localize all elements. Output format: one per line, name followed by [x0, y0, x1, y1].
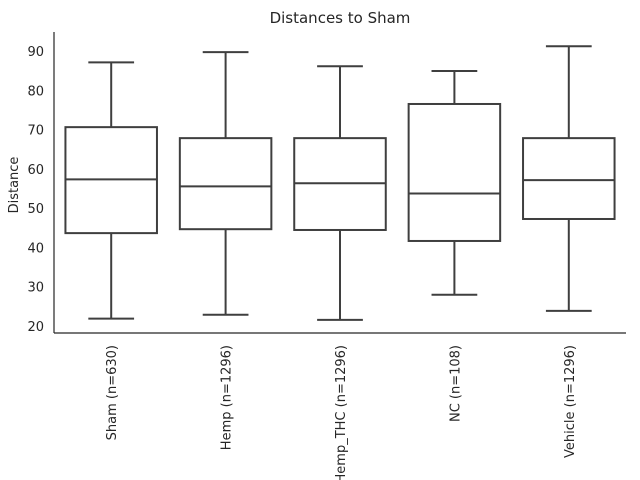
y-tick-label: 80 — [27, 84, 44, 99]
box-group — [178, 51, 273, 316]
y-tick-label: 60 — [27, 163, 44, 178]
x-tick-label: Vehicle (n=1296) — [563, 345, 578, 458]
box-iqr — [407, 102, 502, 242]
x-tick-label: Hemp (n=1296) — [220, 345, 235, 450]
chart-title: Distances to Sham — [269, 9, 411, 27]
box-group — [293, 65, 387, 321]
y-tick-label: 70 — [27, 124, 44, 139]
y-tick-label: 20 — [27, 320, 44, 335]
x-tick-labels: Sham (n=630) Hemp (n=1296) Hemp_THC (n=129… — [105, 345, 578, 480]
box-iqr — [178, 137, 273, 231]
box-group — [522, 45, 616, 312]
x-tick-label: Hemp_THC (n=1296) — [334, 345, 349, 480]
boxes — [64, 45, 616, 321]
y-tick-label: 50 — [27, 202, 44, 217]
y-tick-label: 40 — [27, 241, 44, 256]
y-tick-label: 30 — [27, 281, 44, 296]
axes — [53, 32, 626, 334]
x-tick-label: Sham (n=630) — [105, 345, 120, 440]
x-tick-label: NC (n=108) — [448, 345, 463, 422]
box-iqr — [522, 137, 616, 220]
y-axis-label: Distance — [7, 157, 22, 214]
y-ticks: 20 30 40 50 60 70 80 90 — [27, 45, 44, 335]
y-tick-label: 90 — [27, 45, 44, 60]
box-group — [407, 70, 502, 296]
box-group — [64, 61, 158, 320]
